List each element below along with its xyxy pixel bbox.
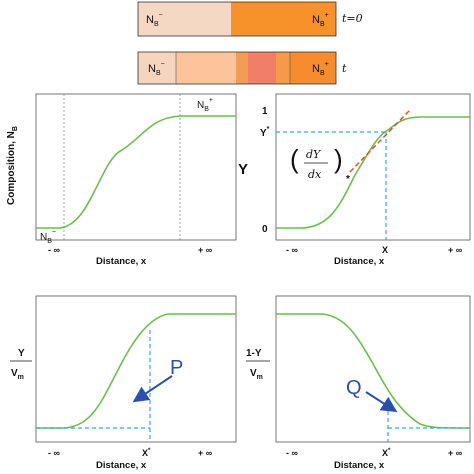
x-right-label: + ∞ [198, 245, 213, 255]
x-left-label: - ∞ [286, 245, 298, 255]
ystar-label: Y* [260, 126, 270, 139]
one-minus-y-curve [276, 313, 471, 429]
panel-y: 1 0 Y* Y ( dY dx ) * - ∞ X + ∞ Distance,… [238, 93, 471, 267]
tick-bottom: 0 [262, 224, 268, 235]
x-mid-label: X [382, 245, 388, 255]
deriv-subscript: * [346, 174, 350, 185]
y-axis-title: Y [238, 161, 248, 178]
svg-text:): ) [334, 144, 343, 174]
x-axis-title: Distance, x [334, 256, 385, 267]
panel-one-minus-y-over-vm: Q 1-Y Vm - ∞ X* + ∞ Distance, x [246, 295, 471, 471]
y-axis-numerator: 1-Y [246, 348, 262, 359]
composition-bar-diffused: NB− NB+ t [137, 51, 347, 85]
y-axis-denominator: Vm [11, 368, 24, 381]
tick-top: 1 [262, 106, 268, 117]
x-right-label: + ∞ [448, 448, 463, 458]
panel-y-over-vm: P Y Vm - ∞ X* + ∞ Distance, x [10, 295, 237, 471]
y-vm-curve [36, 313, 236, 429]
x-left-label: - ∞ [286, 448, 298, 458]
composition-curve [36, 115, 236, 229]
x-left-label: - ∞ [48, 245, 60, 255]
y-axis-denominator: Vm [250, 368, 263, 381]
area-q-label: Q [346, 377, 362, 399]
y-axis-title: Composition, NB [6, 126, 19, 205]
area-q-arrow [365, 391, 398, 413]
area-p-arrow [132, 375, 173, 403]
x-axis-title: Distance, x [96, 460, 147, 471]
x-left-label: - ∞ [48, 448, 60, 458]
area-p-label: P [170, 357, 183, 379]
deriv-numerator: dY [306, 148, 322, 161]
deriv-denominator: dx [308, 168, 322, 181]
bar-right-region [231, 2, 336, 36]
x-right-label: + ∞ [198, 448, 213, 458]
y-axis-numerator: Y [18, 348, 25, 359]
x-mid-label: X* [382, 448, 391, 458]
bar-left-region [138, 2, 231, 36]
panel-composition: NB+ NB− - ∞ + ∞ Distance, x Composition,… [6, 93, 237, 267]
time-label-later: t [342, 62, 347, 75]
tangent-line [349, 109, 411, 173]
svg-text:(: ( [290, 144, 299, 174]
composition-bar-initial: NB− NB+ t=0 [137, 1, 363, 37]
x-right-label: + ∞ [448, 245, 463, 255]
x-mid-label: X* [142, 448, 151, 458]
derivative-expression: ( dY dx ) * [290, 144, 350, 185]
time-label-initial: t=0 [342, 12, 363, 25]
x-axis-title: Distance, x [334, 460, 385, 471]
x-axis-title: Distance, x [96, 256, 147, 267]
